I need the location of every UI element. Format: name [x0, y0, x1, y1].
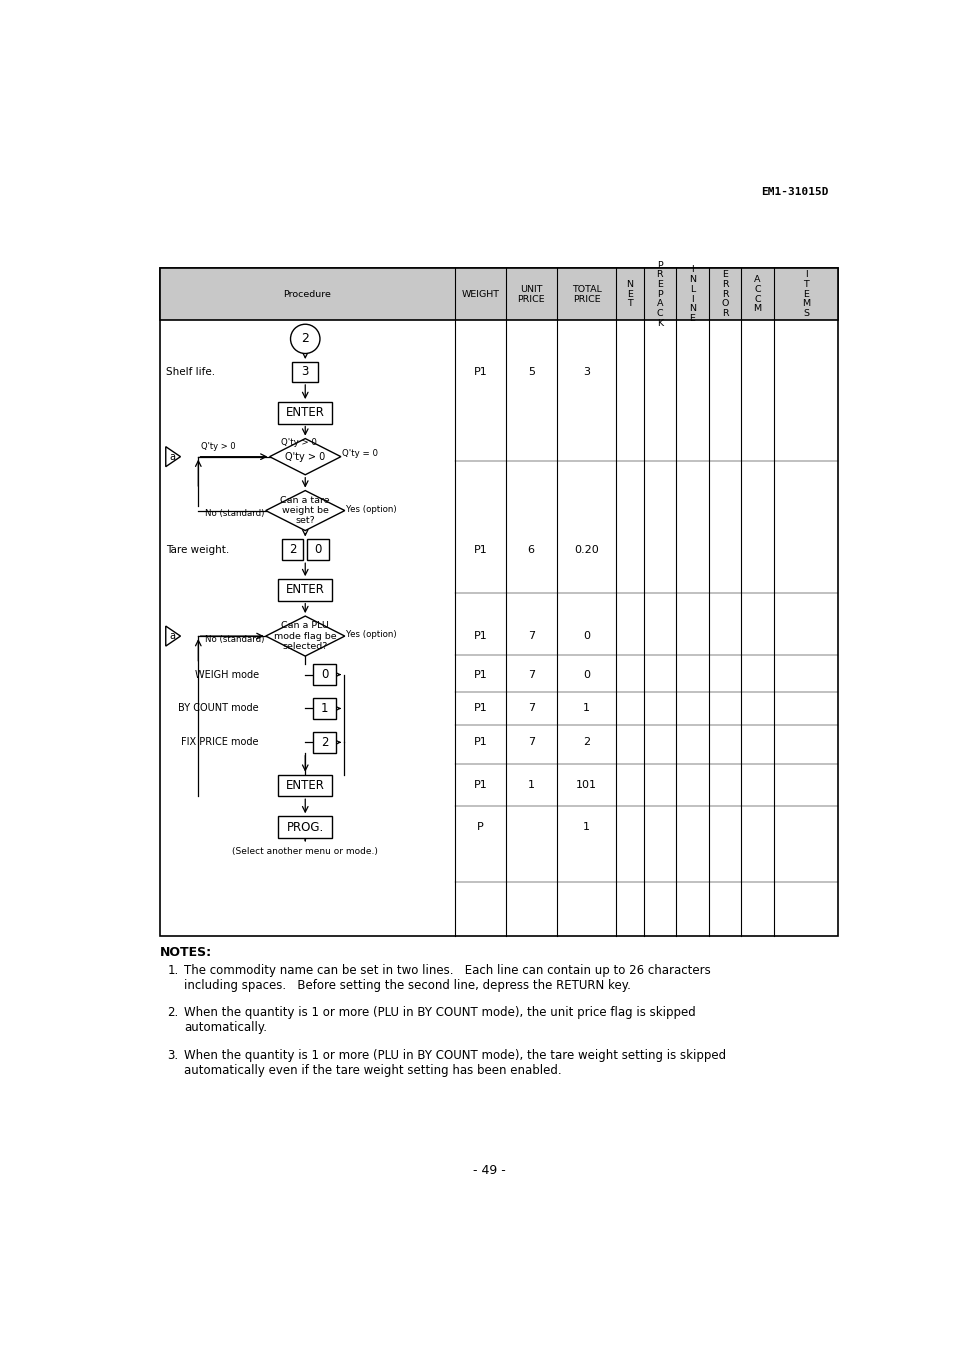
Text: - 49 -: - 49 - [472, 1163, 505, 1177]
Text: P1: P1 [473, 631, 487, 642]
Text: 7: 7 [527, 631, 535, 642]
Text: 3: 3 [301, 365, 309, 379]
Text: Q'ty > 0: Q'ty > 0 [200, 442, 235, 452]
Bar [159, 268, 838, 321]
Polygon shape [270, 438, 340, 474]
Text: ENTER: ENTER [286, 584, 324, 596]
Text: 1: 1 [582, 704, 590, 713]
Text: a: a [169, 631, 174, 642]
Text: 0: 0 [582, 670, 590, 679]
Text: 7: 7 [527, 704, 535, 713]
Text: I
T
E
M
S: I T E M S [801, 271, 809, 318]
Text: 2: 2 [320, 736, 328, 749]
Text: ENTER: ENTER [286, 779, 324, 793]
Text: No (standard): No (standard) [205, 635, 264, 643]
Text: Can a PLU
mode flag be
selected?: Can a PLU mode flag be selected? [274, 621, 336, 651]
Text: 7: 7 [527, 670, 535, 679]
Text: NOTES:: NOTES: [159, 945, 212, 958]
Text: 1: 1 [527, 780, 535, 790]
Text: P1: P1 [473, 737, 487, 747]
Text: 3: 3 [582, 367, 590, 377]
Bar [278, 817, 332, 838]
Text: 1: 1 [582, 822, 590, 832]
Text: I
N
L
I
N
E: I N L I N E [688, 266, 696, 324]
Bar [278, 402, 332, 423]
Text: P1: P1 [473, 367, 487, 377]
Polygon shape [266, 616, 344, 656]
Text: The commodity name can be set in two lines.   Each line can contain up to 26 cha: The commodity name can be set in two lin… [184, 964, 710, 992]
Text: 3.: 3. [167, 1049, 178, 1062]
Text: 1.: 1. [167, 964, 178, 977]
Text: 1: 1 [320, 702, 328, 714]
Text: 2: 2 [301, 333, 309, 345]
Text: No (standard): No (standard) [205, 510, 264, 518]
Text: 0: 0 [314, 543, 321, 557]
Bar [159, 268, 838, 321]
Bar [159, 268, 838, 937]
Text: 5: 5 [527, 367, 535, 377]
Text: 0.20: 0.20 [574, 545, 598, 555]
Text: 101: 101 [576, 780, 597, 790]
Text: 0: 0 [320, 669, 328, 681]
Bar [313, 732, 335, 752]
Text: P
R
E
P
A
C
K: P R E P A C K [656, 260, 662, 328]
Text: Q'ty > 0: Q'ty > 0 [285, 452, 325, 461]
Text: P1: P1 [473, 780, 487, 790]
Text: FIX PRICE mode: FIX PRICE mode [181, 737, 258, 747]
Bar [313, 665, 335, 685]
Text: N
E
T: N E T [626, 280, 633, 309]
Text: A
C
C
M: A C C M [753, 275, 760, 313]
Text: Yes (option): Yes (option) [346, 504, 396, 514]
Text: 6: 6 [527, 545, 535, 555]
Text: Tare weight.: Tare weight. [166, 545, 229, 555]
Text: TOTAL
PRICE: TOTAL PRICE [571, 284, 601, 303]
Text: WEIGHT: WEIGHT [461, 290, 498, 299]
Text: Shelf life.: Shelf life. [166, 367, 214, 377]
Text: Procedure: Procedure [283, 290, 331, 299]
Text: 2: 2 [289, 543, 295, 557]
Text: 2: 2 [582, 737, 590, 747]
Text: When the quantity is 1 or more (PLU in BY COUNT mode), the tare weight setting i: When the quantity is 1 or more (PLU in B… [184, 1049, 726, 1077]
Bar [278, 580, 332, 601]
Text: Q'ty = 0: Q'ty = 0 [342, 449, 378, 458]
Text: P1: P1 [473, 545, 487, 555]
Text: Can a tare
weight be
set?: Can a tare weight be set? [280, 496, 330, 526]
Polygon shape [166, 625, 180, 646]
Circle shape [291, 325, 319, 353]
Bar [307, 539, 329, 561]
Text: Yes (option): Yes (option) [346, 630, 396, 639]
Text: ENTER: ENTER [286, 406, 324, 419]
Text: WEIGH mode: WEIGH mode [194, 670, 258, 679]
Text: E
R
R
O
R: E R R O R [720, 271, 728, 318]
Bar [278, 775, 332, 797]
Text: 2.: 2. [167, 1007, 178, 1019]
Text: 0: 0 [582, 631, 590, 642]
Text: BY COUNT mode: BY COUNT mode [178, 704, 258, 713]
Text: (Select another menu or mode.): (Select another menu or mode.) [233, 847, 377, 856]
Text: EM1-31015D: EM1-31015D [760, 187, 827, 197]
Bar [292, 363, 318, 381]
Text: Q'ty > 0: Q'ty > 0 [281, 438, 316, 448]
Text: UNIT
PRICE: UNIT PRICE [517, 284, 544, 303]
Text: P1: P1 [473, 670, 487, 679]
Text: When the quantity is 1 or more (PLU in BY COUNT mode), the unit price flag is sk: When the quantity is 1 or more (PLU in B… [184, 1007, 696, 1034]
Bar [281, 539, 303, 561]
Polygon shape [166, 446, 180, 466]
Text: P1: P1 [473, 704, 487, 713]
Text: a: a [169, 452, 174, 461]
Bar [313, 698, 335, 718]
Text: 7: 7 [527, 737, 535, 747]
Text: P: P [476, 822, 483, 832]
Text: PROG.: PROG. [286, 821, 323, 833]
Polygon shape [266, 491, 344, 531]
